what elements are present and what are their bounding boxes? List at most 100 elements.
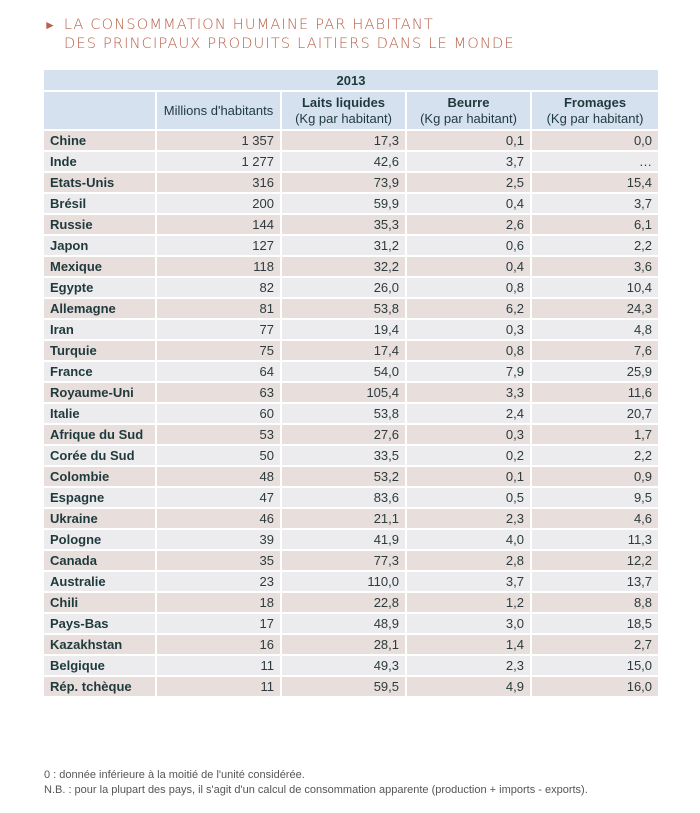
title-text-1: La consommation humaine par habitant (63, 17, 434, 33)
value-cell: 11,6 (529, 381, 661, 404)
country-cell: Royaume-Uni (42, 381, 157, 404)
value-cell: 53 (155, 423, 282, 446)
table-row: Australie 23 110,0 3,7 13,7 (42, 570, 661, 593)
value-cell: 31,2 (280, 234, 407, 257)
page-title: ► La consommation humaine par habitant d… (44, 16, 515, 54)
value-cell: 3,7 (405, 570, 532, 593)
value-cell: 47 (155, 486, 282, 509)
value-cell: 4,0 (405, 528, 532, 551)
value-cell: 20,7 (529, 402, 661, 425)
column-header: Beurre (Kg par habitant) (405, 90, 532, 131)
table-row: France 64 54,0 7,9 25,9 (42, 360, 661, 383)
footnote-nb: N.B. : pour la plupart des pays, il s'ag… (44, 784, 588, 796)
value-cell: 2,2 (529, 234, 661, 257)
value-cell: 0,3 (405, 318, 532, 341)
country-cell: Italie (42, 402, 157, 425)
triangle-right-icon: ► (44, 18, 58, 32)
value-cell: 2,3 (405, 507, 532, 530)
value-cell: 3,7 (529, 192, 661, 215)
table-row: Pays-Bas 17 48,9 3,0 18,5 (42, 612, 661, 635)
value-cell: 2,6 (405, 213, 532, 236)
country-cell: Iran (42, 318, 157, 341)
country-cell: Australie (42, 570, 157, 593)
value-cell: 2,2 (529, 444, 661, 467)
column-header-label: Laits liquides (301, 94, 386, 110)
value-cell: 0,4 (405, 192, 532, 215)
table-row: Kazakhstan 16 28,1 1,4 2,7 (42, 633, 661, 656)
value-cell: 2,3 (405, 654, 532, 677)
value-cell: 11 (155, 654, 282, 677)
table-row: Rép. tchèque 11 59,5 4,9 16,0 (42, 675, 661, 698)
country-cell: Egypte (42, 276, 157, 299)
value-cell: 25,9 (529, 360, 661, 383)
country-cell: Russie (42, 213, 157, 236)
value-cell: 35,3 (280, 213, 407, 236)
country-cell: Kazakhstan (42, 633, 157, 656)
table-row: Colombie 48 53,2 0,1 0,9 (42, 465, 661, 488)
value-cell: 316 (155, 171, 282, 194)
table-row: Allemagne 81 53,8 6,2 24,3 (42, 297, 661, 320)
table-row: Chine 1 357 17,3 0,1 0,0 (42, 129, 661, 152)
value-cell: 0,1 (405, 465, 532, 488)
value-cell: 33,5 (280, 444, 407, 467)
value-cell: 7,9 (405, 360, 532, 383)
value-cell: 64 (155, 360, 282, 383)
value-cell: 39 (155, 528, 282, 551)
value-cell: 3,0 (405, 612, 532, 635)
value-cell: 59,5 (280, 675, 407, 698)
value-cell: 42,6 (280, 150, 407, 173)
value-cell: 26,0 (280, 276, 407, 299)
value-cell: 41,9 (280, 528, 407, 551)
value-cell: 77 (155, 318, 282, 341)
value-cell: 4,8 (529, 318, 661, 341)
value-cell: 2,7 (529, 633, 661, 656)
value-cell: 12,2 (529, 549, 661, 572)
value-cell: 7,6 (529, 339, 661, 362)
value-cell: 0,4 (405, 255, 532, 278)
value-cell: 50 (155, 444, 282, 467)
value-cell: 0,9 (529, 465, 661, 488)
country-cell: Turquie (42, 339, 157, 362)
value-cell: 17,4 (280, 339, 407, 362)
country-cell: Etats-Unis (42, 171, 157, 194)
table-row: Iran 77 19,4 0,3 4,8 (42, 318, 661, 341)
table-row: Espagne 47 83,6 0,5 9,5 (42, 486, 661, 509)
value-cell: 22,8 (280, 591, 407, 614)
value-cell: 4,6 (529, 507, 661, 530)
table-row: Pologne 39 41,9 4,0 11,3 (42, 528, 661, 551)
column-header-unit: (Kg par habitant) (420, 110, 517, 126)
country-cell: Chine (42, 129, 157, 152)
value-cell: 82 (155, 276, 282, 299)
column-header: Millions d'habitants (155, 90, 282, 131)
value-cell: 2,5 (405, 171, 532, 194)
table-row: Afrique du Sud 53 27,6 0,3 1,7 (42, 423, 661, 446)
value-cell: 0,8 (405, 339, 532, 362)
value-cell: 21,1 (280, 507, 407, 530)
value-cell: 118 (155, 255, 282, 278)
table-row: Japon 127 31,2 0,6 2,2 (42, 234, 661, 257)
country-cell: Mexique (42, 255, 157, 278)
value-cell: 4,9 (405, 675, 532, 698)
value-cell: 0,1 (405, 129, 532, 152)
value-cell: 35 (155, 549, 282, 572)
value-cell: 46 (155, 507, 282, 530)
column-header-label: Beurre (447, 94, 490, 110)
value-cell: 16,0 (529, 675, 661, 698)
country-cell: Chili (42, 591, 157, 614)
country-cell: Afrique du Sud (42, 423, 157, 446)
value-cell: 3,7 (405, 150, 532, 173)
country-cell: Allemagne (42, 297, 157, 320)
value-cell: 127 (155, 234, 282, 257)
value-cell: 19,4 (280, 318, 407, 341)
country-cell: Pologne (42, 528, 157, 551)
table-row: Belgique 11 49,3 2,3 15,0 (42, 654, 661, 677)
value-cell: 15,4 (529, 171, 661, 194)
value-cell: 32,2 (280, 255, 407, 278)
column-header-unit: (Kg par habitant) (295, 110, 392, 126)
value-cell: 27,6 (280, 423, 407, 446)
title-line-2: des principaux produits laitiers dans le… (64, 36, 515, 52)
footnote-zero: 0 : donnée inférieure à la moitié de l'u… (44, 769, 305, 781)
table-body: Chine 1 357 17,3 0,1 0,0 Inde 1 277 42,6 3,7… Eta… (42, 129, 661, 698)
value-cell: 1,2 (405, 591, 532, 614)
value-cell: 48,9 (280, 612, 407, 635)
